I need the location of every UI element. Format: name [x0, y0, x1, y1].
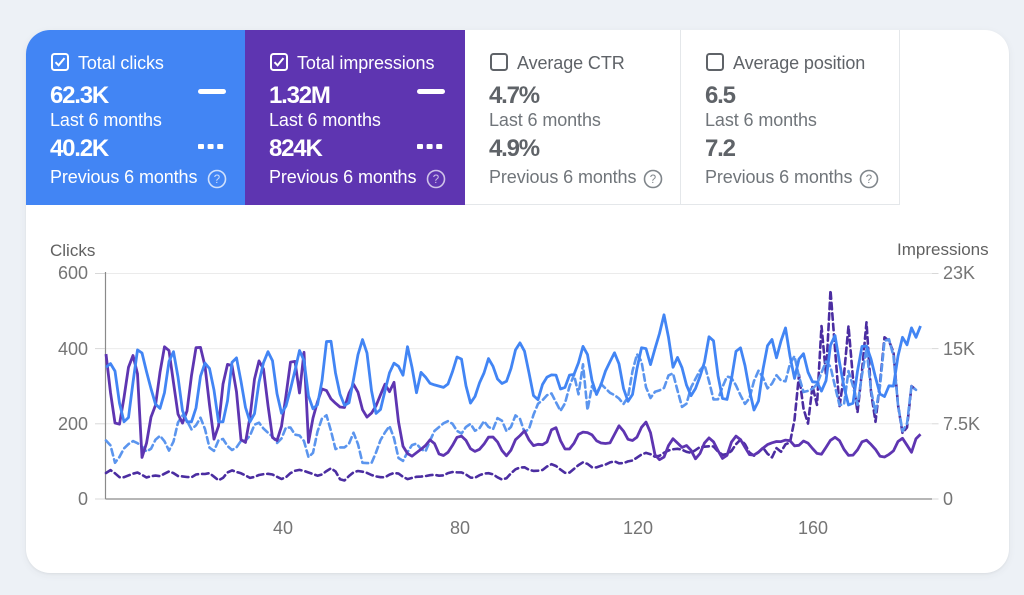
- svg-text:?: ?: [214, 174, 220, 186]
- svg-text:?: ?: [866, 174, 872, 186]
- svg-text:?: ?: [650, 174, 656, 186]
- svg-text:?: ?: [433, 174, 439, 186]
